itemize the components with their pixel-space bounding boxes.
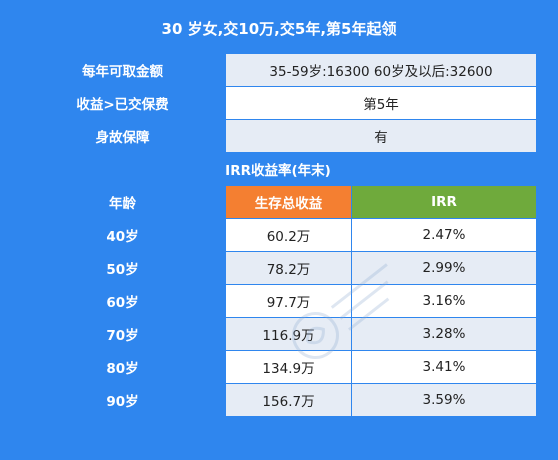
irr-cell: 3.16% (351, 284, 537, 318)
irr-cell: 3.28% (351, 317, 537, 351)
table-row: 90岁 156.7万 3.59% (19, 383, 537, 417)
info-label: 收益>已交保费 (19, 86, 226, 120)
age-cell: 40岁 (19, 218, 226, 252)
survival-cell: 116.9万 (225, 317, 352, 351)
info-row: 身故保障 有 (19, 119, 537, 153)
info-row: 收益>已交保费 第5年 (19, 86, 537, 120)
survival-cell: 134.9万 (225, 350, 352, 384)
survival-cell: 156.7万 (225, 383, 352, 417)
age-cell: 80岁 (19, 350, 226, 384)
table-row: 70岁 116.9万 3.28% (19, 317, 537, 351)
column-header-row: 年龄 生存总收益 IRR (19, 185, 537, 219)
table-row: 50岁 78.2万 2.99% (19, 251, 537, 285)
irr-cell: 2.99% (351, 251, 537, 285)
table-row: 80岁 134.9万 3.41% (19, 350, 537, 384)
info-value: 有 (225, 119, 537, 153)
info-value: 第5年 (225, 86, 537, 120)
survival-cell: 60.2万 (225, 218, 352, 252)
irr-cell: 3.41% (351, 350, 537, 384)
irr-section-row: IRR收益率(年末) (19, 152, 537, 186)
column-header-irr: IRR (351, 185, 537, 219)
table-row: 60岁 97.7万 3.16% (19, 284, 537, 318)
irr-cell: 2.47% (351, 218, 537, 252)
column-header-survival: 生存总收益 (225, 185, 352, 219)
info-row: 每年可取金额 35-59岁:16300 60岁及以后:32600 (19, 53, 537, 87)
info-label: 身故保障 (19, 119, 226, 153)
irr-section-heading: IRR收益率(年末) (19, 152, 537, 186)
insurance-table: 每年可取金额 35-59岁:16300 60岁及以后:32600 收益>已交保费… (19, 53, 537, 417)
age-cell: 50岁 (19, 251, 226, 285)
survival-cell: 97.7万 (225, 284, 352, 318)
irr-cell: 3.59% (351, 383, 537, 417)
age-cell: 70岁 (19, 317, 226, 351)
survival-cell: 78.2万 (225, 251, 352, 285)
age-cell: 60岁 (19, 284, 226, 318)
info-label: 每年可取金额 (19, 53, 226, 87)
info-value: 35-59岁:16300 60岁及以后:32600 (225, 53, 537, 87)
page-title: 30 岁女,交10万,交5年,第5年起领 (161, 20, 397, 38)
age-cell: 90岁 (19, 383, 226, 417)
column-header-age: 年龄 (19, 185, 226, 219)
table-row: 40岁 60.2万 2.47% (19, 218, 537, 252)
